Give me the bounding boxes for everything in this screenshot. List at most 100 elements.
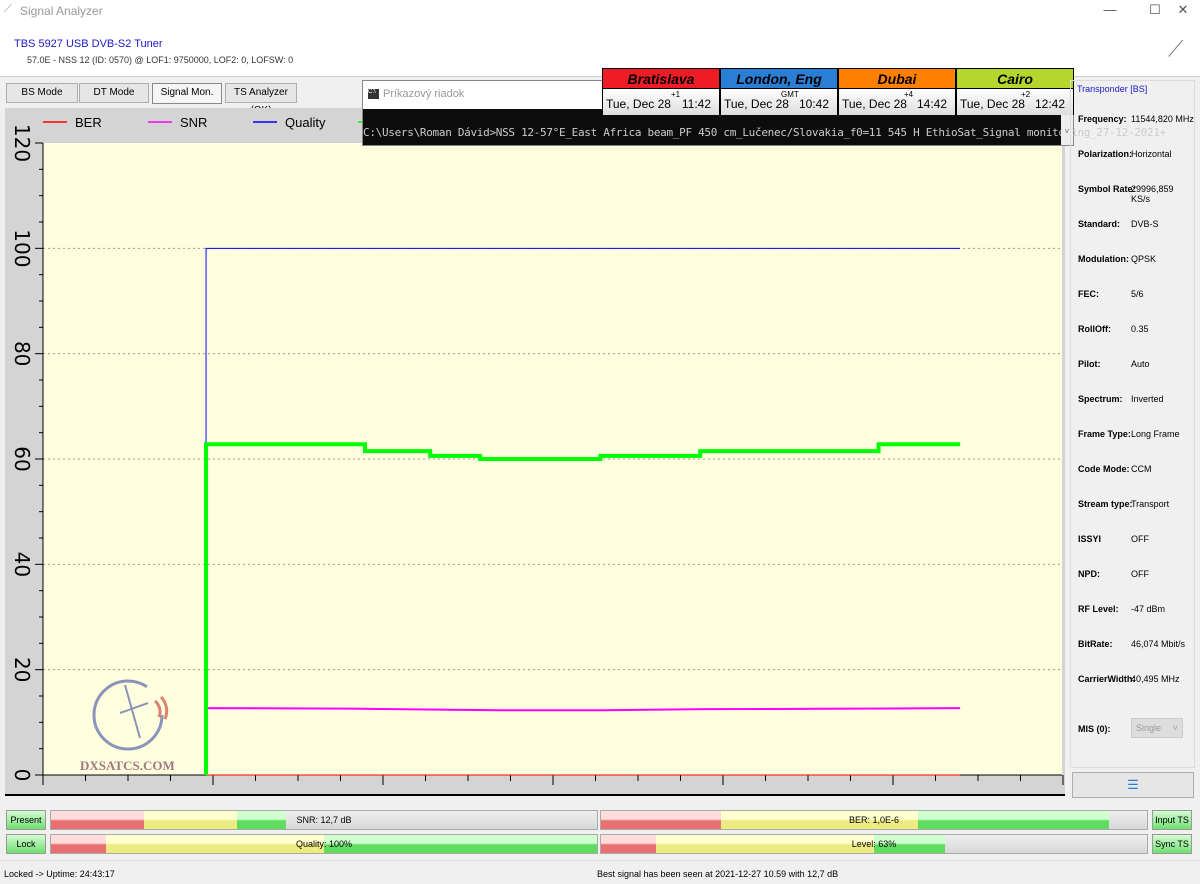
list-view-button[interactable]: ☰ — [1072, 772, 1194, 798]
clock-time: 14:42 — [916, 97, 947, 111]
clock-date: Tue, Dec 28 — [960, 97, 1025, 111]
field-label: FEC: — [1078, 289, 1099, 299]
field-value: Transport — [1131, 499, 1170, 509]
snr-meter-label: SNR: 12,7 dB — [296, 815, 352, 825]
satellite-info: 57.0E - NSS 12 (ID: 0570) @ LOF1: 975000… — [27, 55, 294, 65]
mis-select-value: Single — [1136, 723, 1162, 733]
field-value: CCM — [1131, 464, 1152, 474]
clock-offset: +1 — [671, 90, 681, 99]
close-button[interactable]: ✕ — [1177, 2, 1189, 17]
field-value: QPSK — [1131, 254, 1157, 264]
input-ts-indicator: Input TS — [1152, 810, 1192, 830]
clock-cairo: Cairo Tue, Dec 28 +2 12:42 — [956, 68, 1074, 115]
clock-offset: GMT — [781, 90, 799, 99]
field-value: 46,074 Mbit/s — [1131, 639, 1186, 649]
field-label: Symbol Rate: — [1078, 184, 1136, 194]
tab-signal-mon[interactable]: Signal Mon. — [152, 83, 222, 104]
signal-chart: 020406080100120BERSNRQualityLevel — [10, 115, 1064, 785]
clock-city: Cairo — [957, 69, 1073, 89]
y-tick-label: 0 — [10, 769, 34, 782]
minimize-button[interactable]: — — [1103, 2, 1117, 17]
dxsatcs-logo: DXSATCS.COM — [80, 673, 180, 778]
logo-text: DXSATCS.COM — [80, 758, 175, 773]
field-label: NPD: — [1078, 569, 1100, 579]
clock-london: London, Eng Tue, Dec 28 GMT 10:42 — [720, 68, 838, 115]
field-label: RF Level: — [1078, 604, 1119, 614]
series-line-snr — [205, 707, 961, 775]
legend-label: BER — [75, 115, 102, 130]
legend-label: Quality — [285, 115, 326, 130]
meter-segment — [601, 835, 656, 853]
present-indicator: Present — [6, 810, 46, 830]
console-title: Príkazový riadok — [383, 88, 465, 100]
field-label: BitRate: — [1078, 639, 1113, 649]
field-value: 29996,859 KS/s — [1131, 184, 1174, 204]
lock-indicator: Lock — [6, 834, 46, 854]
mis-select[interactable]: Single ˅ — [1131, 718, 1183, 738]
ber-meter: BER: 1,0E-6 — [600, 810, 1148, 830]
transponder-title: Transponder [BS] — [1077, 84, 1148, 94]
field-value: 0.35 — [1131, 324, 1149, 334]
console-icon: C:\ — [368, 89, 379, 99]
y-tick-label: 80 — [10, 341, 34, 366]
tab-bs-mode[interactable]: BS Mode — [6, 83, 78, 103]
clock-date: Tue, Dec 28 — [606, 97, 671, 111]
y-tick-label: 40 — [10, 552, 34, 577]
clock-time: 10:42 — [798, 97, 829, 111]
clock-city: London, Eng — [721, 69, 837, 89]
meter-segment — [874, 835, 945, 853]
window-title: Signal Analyzer — [20, 4, 103, 18]
field-value: 11544,820 MHz — [1131, 114, 1194, 124]
tab-dt-mode[interactable]: DT Mode — [79, 83, 149, 103]
field-label: Standard: — [1078, 219, 1121, 229]
list-icon: ☰ — [1127, 777, 1139, 792]
field-value: DVB-S — [1131, 219, 1159, 229]
clock-dubai: Dubai Tue, Dec 28 +4 14:42 — [838, 68, 956, 115]
field-label: Frame Type: — [1078, 429, 1131, 439]
clock-offset: +4 — [904, 90, 914, 99]
meter-segment — [143, 811, 237, 829]
clock-offset: +2 — [1021, 90, 1031, 99]
clock-time: 11:42 — [681, 97, 711, 111]
field-value: 40,495 MHz — [1131, 674, 1180, 684]
meter-segment — [721, 811, 918, 829]
clock-date: Tue, Dec 28 — [724, 97, 789, 111]
header: TBS 5927 USB DVB-S2 Tuner 57.0E - NSS 12… — [0, 22, 1200, 77]
mis-label: MIS (0): — [1078, 724, 1111, 734]
level-meter-label: Level: 63% — [851, 839, 897, 849]
quality-meter: Quality: 100% — [50, 834, 598, 854]
meter-segment — [324, 835, 597, 853]
status-best-signal: Best signal has been seen at 2021-12-27 … — [597, 869, 839, 879]
field-label: CarrierWidth: — [1078, 674, 1136, 684]
series-line-level — [204, 442, 961, 775]
meter-segment — [51, 835, 106, 853]
field-value: OFF — [1131, 534, 1149, 544]
quality-meter-label: Quality: 100% — [295, 839, 353, 849]
y-tick-label: 20 — [10, 657, 34, 682]
signal-chart-panel: 020406080100120BERSNRQualityLevel DXSATC… — [5, 108, 1065, 796]
title-bar: ⟋ Signal Analyzer — ☐ ✕ — [0, 0, 1200, 22]
field-label: Stream type: — [1078, 499, 1133, 509]
snr-meter: SNR: 12,7 dB — [50, 810, 598, 830]
field-label: Code Mode: — [1078, 464, 1130, 474]
meter-segment — [105, 835, 324, 853]
field-value: Horizontal — [1131, 149, 1172, 159]
status-bar: Locked -> Uptime: 24:43:17 Best signal h… — [0, 860, 1200, 879]
clock-city: Bratislava — [603, 69, 719, 89]
clock-bratislava: Bratislava Tue, Dec 28 +1 11:42 — [602, 68, 720, 115]
meter-segment — [51, 811, 144, 829]
y-tick-label: 60 — [10, 446, 34, 471]
y-tick-label: 100 — [10, 229, 34, 267]
clock-city: Dubai — [839, 69, 955, 89]
tab-ts-analyzer[interactable]: TS Analyzer (OK) — [225, 83, 297, 116]
meter-segment — [236, 811, 286, 829]
field-value: -47 dBm — [1131, 604, 1166, 614]
chevron-down-icon: ˅ — [1172, 723, 1178, 733]
maximize-button[interactable]: ☐ — [1149, 2, 1161, 17]
app-icon: ⟋ — [4, 3, 12, 15]
clock-time: 12:42 — [1034, 97, 1065, 111]
field-label: Frequency: — [1078, 114, 1127, 124]
field-value: 5/6 — [1131, 289, 1144, 299]
meter-segment — [655, 835, 874, 853]
ber-meter-label: BER: 1,0E-6 — [848, 815, 900, 825]
